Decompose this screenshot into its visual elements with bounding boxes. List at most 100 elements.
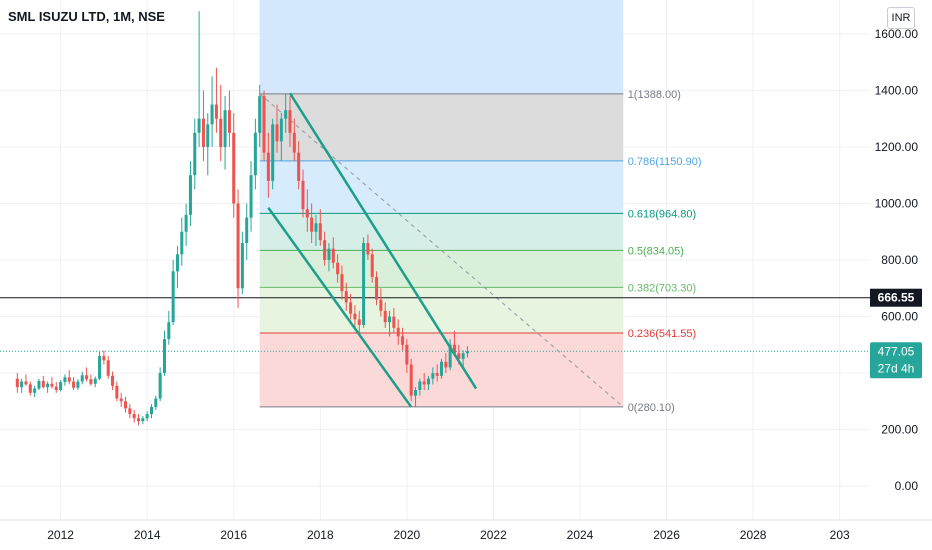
x-tick-label-6: 2024 bbox=[567, 528, 594, 542]
candle-body-28 bbox=[136, 418, 141, 422]
candlestick-series bbox=[15, 11, 469, 426]
candle-body-51 bbox=[236, 203, 240, 289]
fib-zone-3 bbox=[259, 250, 624, 288]
horizontal-line-value: 666.55 bbox=[878, 291, 915, 305]
candle-body-86 bbox=[388, 316, 392, 323]
candle-body-59 bbox=[271, 124, 275, 181]
candle-body-25 bbox=[124, 401, 128, 409]
candle-body-46 bbox=[214, 104, 218, 119]
candle-body-83 bbox=[375, 276, 379, 300]
candle-body-99 bbox=[444, 361, 448, 368]
candle-body-3 bbox=[28, 384, 32, 393]
current-price-value: 477.05 bbox=[878, 344, 915, 358]
candle-body-40 bbox=[188, 175, 192, 215]
candle-body-11 bbox=[63, 377, 67, 383]
candle-body-96 bbox=[431, 373, 435, 379]
candle-body-62 bbox=[284, 110, 288, 119]
candle-body-90 bbox=[405, 344, 409, 365]
candle-body-50 bbox=[232, 132, 236, 204]
candle-body-79 bbox=[357, 319, 361, 325]
fibonacci-labels: 1(1388.00) 0.786(1150.90) 0.618(964.80) 0.5… bbox=[628, 89, 702, 414]
candle-body-94 bbox=[422, 381, 426, 385]
candle-body-27 bbox=[132, 414, 136, 419]
candle-body-55 bbox=[253, 132, 257, 176]
price-axis[interactable]: 0.00200.00400.00600.00800.001000.001200.… bbox=[870, 27, 922, 493]
candle-body-24 bbox=[119, 398, 123, 402]
candle-body-64 bbox=[292, 132, 296, 153]
y-tick-label-1: 200.00 bbox=[881, 423, 918, 437]
x-tick-label-7: 2026 bbox=[653, 528, 680, 542]
fib-level-label-3: 0.5(834.05) bbox=[628, 245, 684, 257]
candle-body-21 bbox=[106, 360, 110, 376]
candle-body-88 bbox=[396, 327, 400, 337]
candle-body-42 bbox=[197, 118, 201, 133]
candle-body-4 bbox=[33, 388, 37, 393]
currency-button[interactable]: INR bbox=[887, 7, 915, 29]
candle-body-70 bbox=[318, 223, 322, 241]
candle-body-78 bbox=[353, 313, 357, 320]
candle-body-35 bbox=[167, 322, 171, 340]
candle-body-100 bbox=[448, 344, 452, 368]
candle-body-58 bbox=[266, 152, 270, 181]
candle-body-60 bbox=[275, 124, 279, 142]
y-tick-label-0: 0.00 bbox=[895, 479, 919, 493]
candle-body-32 bbox=[154, 398, 158, 407]
candle-body-91 bbox=[409, 364, 413, 396]
candle-body-87 bbox=[392, 316, 396, 328]
candle-body-47 bbox=[219, 118, 223, 147]
candle-body-44 bbox=[206, 124, 210, 147]
horizontal-line-tag bbox=[870, 288, 922, 307]
candle-body-19 bbox=[98, 356, 102, 379]
candle-body-69 bbox=[314, 223, 318, 232]
candle-body-72 bbox=[327, 248, 331, 260]
candle-body-93 bbox=[418, 381, 422, 390]
candle-body-67 bbox=[305, 209, 309, 218]
x-tick-label-9: 203 bbox=[830, 528, 850, 542]
x-tick-label-0: 2012 bbox=[47, 528, 74, 542]
candle-body-20 bbox=[102, 356, 106, 361]
candle-body-89 bbox=[401, 336, 405, 345]
candle-body-22 bbox=[111, 375, 115, 386]
candle-body-14 bbox=[76, 381, 80, 388]
candle-body-92 bbox=[414, 390, 418, 396]
candle-body-80 bbox=[362, 243, 366, 325]
candle-body-38 bbox=[180, 231, 184, 255]
candle-body-98 bbox=[439, 361, 444, 376]
candle-body-23 bbox=[115, 385, 119, 399]
y-tick-label-7: 1400.00 bbox=[875, 83, 919, 97]
fib-level-label-6: 0(280.10) bbox=[628, 402, 675, 414]
candle-body-17 bbox=[89, 379, 93, 384]
fib-zone-0 bbox=[259, 93, 624, 161]
candle-body-85 bbox=[383, 310, 387, 323]
candle-body-29 bbox=[141, 418, 145, 422]
candle-body-37 bbox=[175, 254, 179, 272]
candle-body-77 bbox=[349, 302, 353, 314]
candle-body-104 bbox=[465, 351, 469, 354]
candle-body-75 bbox=[340, 274, 344, 292]
candle-body-18 bbox=[93, 378, 97, 384]
fib-zone-4 bbox=[259, 287, 624, 334]
candle-body-56 bbox=[258, 96, 262, 133]
candle-body-9 bbox=[54, 386, 58, 390]
candle-body-13 bbox=[72, 381, 76, 388]
chart-title: SML ISUZU LTD, 1M, NSE bbox=[8, 9, 165, 24]
candle-body-48 bbox=[223, 110, 227, 147]
candle-body-101 bbox=[452, 344, 456, 354]
y-tick-label-8: 1600.00 bbox=[875, 27, 919, 41]
candle-body-63 bbox=[288, 110, 292, 133]
x-tick-label-3: 2018 bbox=[307, 528, 334, 542]
y-tick-label-3: 600.00 bbox=[881, 310, 918, 324]
candle-body-39 bbox=[184, 214, 188, 232]
x-tick-label-1: 2014 bbox=[134, 528, 161, 542]
candle-body-84 bbox=[379, 299, 383, 311]
x-tick-label-4: 2020 bbox=[394, 528, 421, 542]
y-tick-label-6: 1200.00 bbox=[875, 140, 919, 154]
time-axis[interactable]: 2012 2014 2016 2018 2020 2022 2024 2026 2028 203 bbox=[0, 519, 932, 542]
fib-zone-1 bbox=[259, 160, 624, 214]
candle-body-52 bbox=[240, 243, 244, 289]
parallel-channel[interactable] bbox=[267, 92, 478, 408]
candle-body-66 bbox=[301, 180, 305, 210]
candle-body-16 bbox=[85, 375, 89, 380]
candle-body-7 bbox=[46, 383, 50, 388]
